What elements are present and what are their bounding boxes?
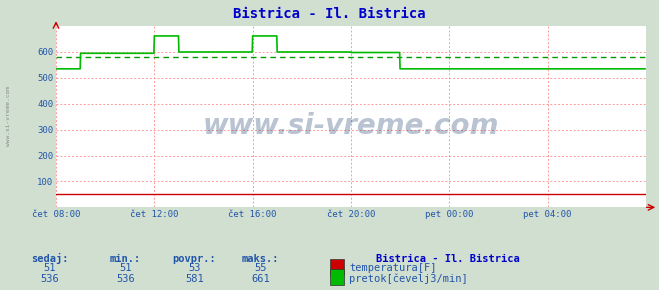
- Text: povpr.:: povpr.:: [173, 255, 216, 264]
- Text: temperatura[F]: temperatura[F]: [349, 263, 437, 273]
- Text: Bistrica - Il. Bistrica: Bistrica - Il. Bistrica: [376, 255, 520, 264]
- Text: 55: 55: [254, 263, 266, 273]
- Text: min.:: min.:: [109, 255, 141, 264]
- Text: pretok[čevelj3/min]: pretok[čevelj3/min]: [349, 273, 468, 284]
- Text: sedaj:: sedaj:: [31, 253, 68, 264]
- Text: 536: 536: [116, 274, 134, 284]
- Text: 581: 581: [185, 274, 204, 284]
- Text: 51: 51: [119, 263, 131, 273]
- Text: www.si-vreme.com: www.si-vreme.com: [6, 86, 11, 146]
- Text: 661: 661: [251, 274, 270, 284]
- Text: maks.:: maks.:: [242, 255, 279, 264]
- Text: 51: 51: [43, 263, 55, 273]
- Text: www.si-vreme.com: www.si-vreme.com: [203, 112, 499, 140]
- Text: 53: 53: [188, 263, 200, 273]
- Text: 536: 536: [40, 274, 59, 284]
- Text: Bistrica - Il. Bistrica: Bistrica - Il. Bistrica: [233, 7, 426, 21]
